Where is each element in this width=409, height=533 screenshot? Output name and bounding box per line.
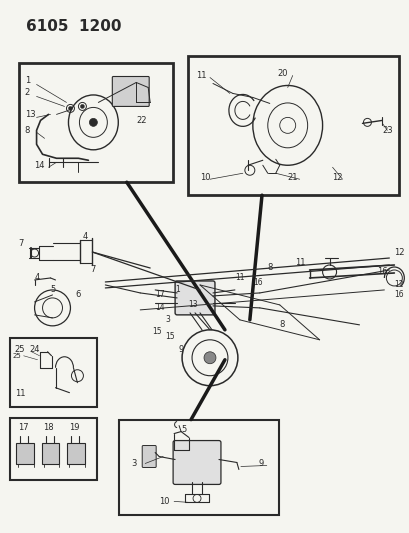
Text: 6: 6 <box>75 290 81 300</box>
Text: 8: 8 <box>267 263 272 272</box>
Text: 2: 2 <box>25 88 30 97</box>
Circle shape <box>80 104 84 108</box>
Circle shape <box>68 107 72 110</box>
FancyBboxPatch shape <box>142 446 156 467</box>
Text: 11: 11 <box>196 71 206 80</box>
FancyBboxPatch shape <box>175 281 214 315</box>
Bar <box>16 442 34 464</box>
Text: 16: 16 <box>377 268 387 277</box>
Text: 14: 14 <box>34 161 45 170</box>
Bar <box>41 442 59 464</box>
Text: 8: 8 <box>25 126 30 135</box>
Text: 21: 21 <box>287 173 297 182</box>
Text: 12: 12 <box>393 280 403 289</box>
Text: 4: 4 <box>34 273 40 282</box>
Text: 6105  1200: 6105 1200 <box>25 19 121 34</box>
Text: 15: 15 <box>152 327 162 336</box>
Text: 23: 23 <box>382 126 392 135</box>
Text: 15: 15 <box>165 332 174 341</box>
Text: 22: 22 <box>136 116 146 125</box>
Bar <box>10 338 97 407</box>
Text: 7: 7 <box>18 239 24 247</box>
Bar <box>188 55 398 195</box>
Bar <box>119 419 278 515</box>
Text: 7: 7 <box>90 265 96 274</box>
Text: 11: 11 <box>15 389 25 398</box>
Text: 9: 9 <box>178 345 183 354</box>
Text: 11: 11 <box>294 257 304 266</box>
Text: 19: 19 <box>69 423 80 432</box>
Text: 14: 14 <box>155 303 164 312</box>
Bar <box>67 442 85 464</box>
Text: 5: 5 <box>181 425 186 434</box>
Text: 4: 4 <box>82 231 88 240</box>
Text: 12: 12 <box>332 173 342 182</box>
Text: 25: 25 <box>15 345 25 354</box>
Bar <box>10 417 97 480</box>
FancyBboxPatch shape <box>112 77 149 107</box>
FancyBboxPatch shape <box>173 441 220 484</box>
Circle shape <box>89 118 97 126</box>
Text: 5: 5 <box>50 286 56 294</box>
Text: 16: 16 <box>393 290 403 300</box>
Text: 8: 8 <box>279 320 284 329</box>
Text: 24: 24 <box>29 345 40 354</box>
Text: 10: 10 <box>159 497 169 506</box>
Text: 1: 1 <box>175 286 180 294</box>
Text: 17: 17 <box>18 423 28 432</box>
Text: 3: 3 <box>165 316 170 325</box>
Text: 12: 12 <box>393 247 404 256</box>
Text: 20: 20 <box>277 69 288 78</box>
Text: 13: 13 <box>25 110 35 119</box>
Text: 16: 16 <box>252 278 262 287</box>
Circle shape <box>204 352 216 364</box>
Bar <box>18 62 173 182</box>
Text: 18: 18 <box>43 423 54 432</box>
Text: 1: 1 <box>25 76 30 85</box>
Text: 9: 9 <box>258 459 263 468</box>
Text: 3: 3 <box>131 459 136 468</box>
Text: 17: 17 <box>155 290 164 300</box>
Text: 25: 25 <box>13 353 22 359</box>
Text: 13: 13 <box>188 301 197 309</box>
Text: 11: 11 <box>234 273 244 282</box>
Text: 10: 10 <box>200 173 210 182</box>
